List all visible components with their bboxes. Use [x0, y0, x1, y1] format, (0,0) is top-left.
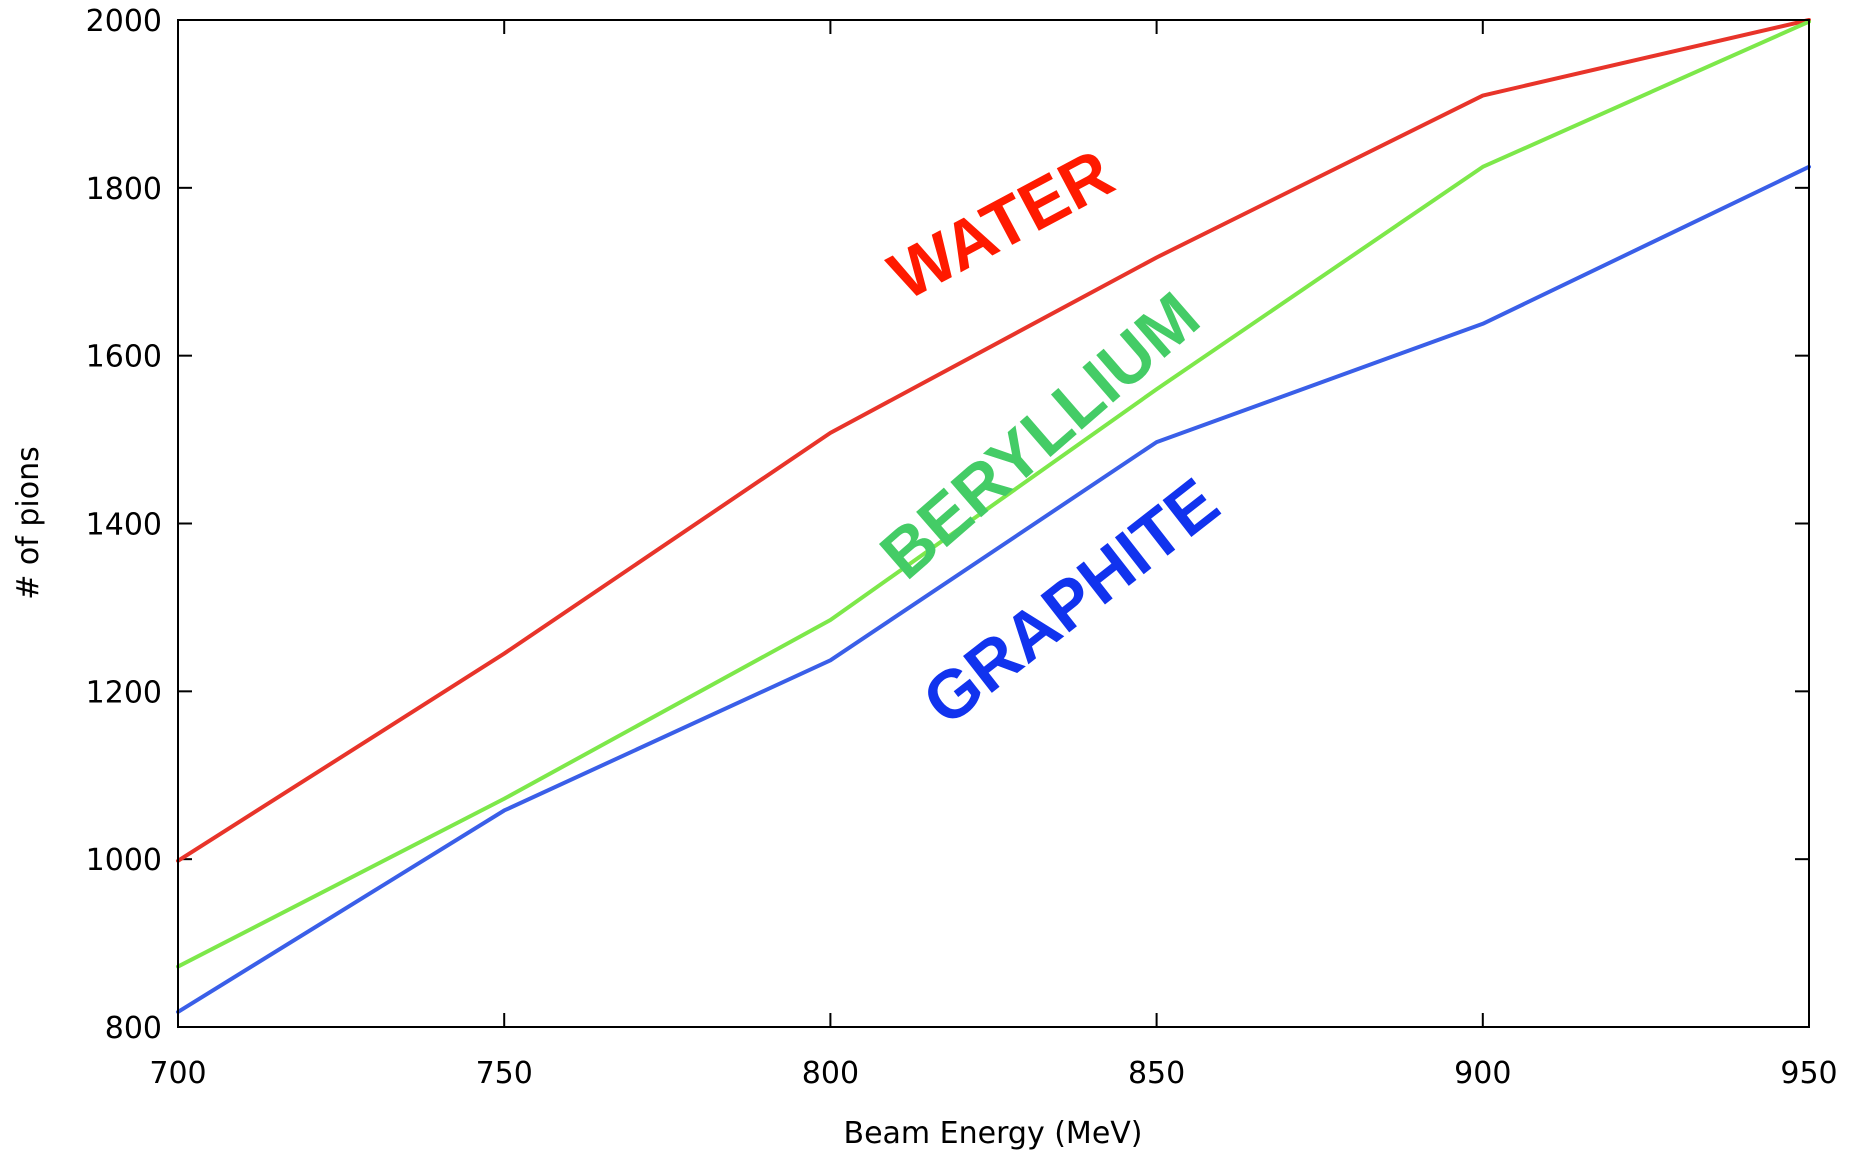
- series-line-water: [176, 18, 1811, 863]
- x-tick-label: 750: [476, 1056, 533, 1091]
- y-tick-label: 2000: [86, 4, 162, 39]
- series-lines: [176, 18, 1811, 1014]
- x-tick-label: 700: [149, 1056, 206, 1091]
- series-line-beryllium: [176, 19, 1811, 969]
- y-tick-label: 1400: [86, 508, 162, 543]
- x-tick-label: 950: [1780, 1056, 1837, 1091]
- series-line-graphite: [176, 164, 1811, 1014]
- tick-labels: 700 750 800 850 900 950 800 1000 1200 1400 1600 180…: [86, 4, 1838, 1091]
- y-tick-label: 1200: [86, 675, 162, 710]
- y-tick-label: 1000: [86, 843, 162, 878]
- y-tick-label: 800: [105, 1011, 162, 1046]
- y-tick-label: 1600: [86, 340, 162, 375]
- x-tick-label: 800: [802, 1056, 859, 1091]
- x-tick-label: 900: [1454, 1056, 1511, 1091]
- y-tick-label: 1800: [86, 172, 162, 207]
- x-tick-label: 850: [1128, 1056, 1185, 1091]
- plot-frame: [177, 19, 1810, 1028]
- annotation-water: WATER: [877, 135, 1125, 315]
- x-axis-label: Beam Energy (MeV): [843, 1116, 1142, 1151]
- y-axis-label: # of pions: [11, 446, 46, 600]
